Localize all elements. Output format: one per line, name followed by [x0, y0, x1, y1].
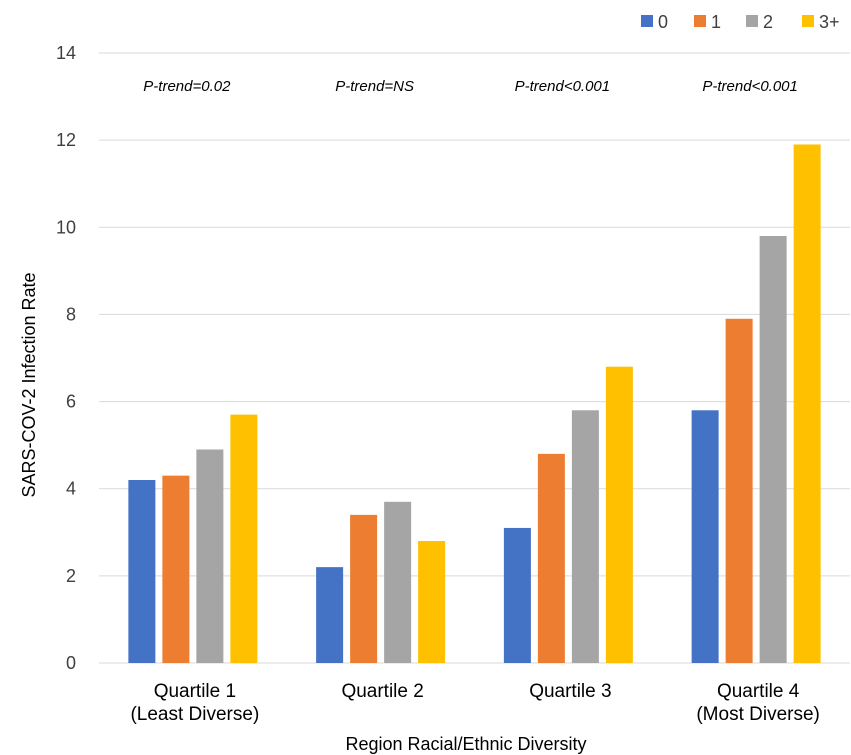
y-tick-label: 14: [56, 43, 76, 63]
p-trend-annotations: P-trend=0.02 P-trend=NS P-trend<0.001 P-tre…: [143, 78, 798, 95]
bar: [316, 567, 344, 663]
p-trend-label: P-trend=NS: [335, 78, 414, 95]
y-tick-label: 0: [66, 653, 76, 673]
legend-label: 2: [763, 12, 773, 32]
bar: [571, 410, 599, 663]
x-tick-label: Quartile 1: [154, 681, 236, 702]
y-axis-title: SARS-COV-2 Infection Rate: [19, 272, 39, 497]
x-axis-title: Region Racial/Ethnic Diversity: [345, 734, 586, 754]
y-tick-label: 2: [66, 566, 76, 586]
bar: [503, 527, 531, 663]
bar: [230, 414, 258, 663]
bar: [793, 144, 821, 663]
bar: [350, 514, 378, 663]
x-tick-label: Quartile 4: [717, 681, 800, 702]
bar: [691, 410, 719, 663]
bar: [418, 541, 446, 663]
y-tick-label: 10: [56, 217, 76, 237]
legend-label: 1: [711, 12, 721, 32]
legend-swatch: [641, 15, 653, 27]
x-tick-label: Quartile 3: [529, 681, 611, 702]
legend-swatch: [746, 15, 758, 27]
y-tick-label: 6: [66, 392, 76, 412]
p-trend-label: P-trend<0.001: [702, 78, 798, 95]
gridlines: [99, 52, 850, 664]
x-tick-label: (Most Diverse): [696, 704, 820, 725]
x-axis-categories: Quartile 1(Least Diverse) Quartile 2 Quart…: [130, 681, 819, 725]
legend-label: 3+: [819, 12, 840, 32]
legend-swatch: [694, 15, 706, 27]
bar: [759, 236, 787, 663]
legend-label: 0: [658, 12, 668, 32]
bar: [196, 449, 224, 663]
bar: [162, 475, 190, 663]
p-trend-label: P-trend<0.001: [515, 78, 611, 95]
x-tick-label: (Least Diverse): [130, 704, 259, 725]
bar: [537, 453, 565, 663]
legend: 0 1 2 3+: [641, 12, 840, 32]
y-tick-label: 12: [56, 130, 76, 150]
bar: [725, 318, 753, 663]
y-axis-ticks: 0 2 4 6 8 10 12 14: [56, 43, 76, 673]
p-trend-label: P-trend=0.02: [143, 78, 231, 95]
bar: [605, 366, 633, 663]
bars: [128, 144, 821, 663]
y-tick-label: 4: [66, 479, 76, 499]
y-tick-label: 8: [66, 304, 76, 324]
legend-swatch: [802, 15, 814, 27]
bar: [128, 480, 156, 663]
bar: [384, 501, 412, 663]
x-tick-label: Quartile 2: [341, 681, 423, 702]
